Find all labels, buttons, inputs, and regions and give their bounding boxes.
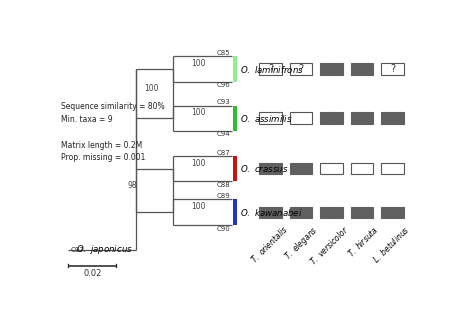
Text: C89: C89 [216,193,230,199]
Text: $\it{T.\ orientalis}$: $\it{T.\ orientalis}$ [248,223,290,265]
Text: C96: C96 [216,82,230,88]
Bar [290,113,312,124]
Text: ?: ? [390,64,395,74]
Bar [381,163,404,174]
Bar [259,113,282,124]
Text: 100: 100 [191,59,206,68]
Text: C85: C85 [217,50,230,56]
Bar [290,163,312,174]
Text: $\it{O.\ crassus}$: $\it{O.\ crassus}$ [240,163,289,174]
Bar [351,63,374,75]
Text: $\it{T.\ hirsuta}$: $\it{T.\ hirsuta}$ [346,223,381,259]
Bar [351,207,374,218]
Text: C87: C87 [216,150,230,156]
Bar [233,56,237,81]
Text: 100: 100 [191,159,206,168]
Bar [320,207,343,218]
Bar [233,156,237,181]
Text: C93: C93 [216,99,230,105]
Text: $\it{L.\ betulinus}$: $\it{L.\ betulinus}$ [370,223,411,265]
Bar [259,207,282,218]
Bar [290,207,312,218]
Text: C97: C97 [70,247,84,253]
Text: C94: C94 [217,131,230,137]
Text: $\it{O.\ laminifrons}$: $\it{O.\ laminifrons}$ [240,63,304,75]
Text: C90: C90 [216,226,230,232]
Bar [320,163,343,174]
Bar [259,163,282,174]
Bar [381,207,404,218]
Bar [233,199,237,225]
Text: 100: 100 [191,108,206,117]
Bar [259,63,282,75]
Bar [320,63,343,75]
Bar [381,63,404,75]
Text: ?: ? [299,64,303,74]
Bar [381,113,404,124]
Bar [290,63,312,75]
Text: $\it{O.\ assimilis}$: $\it{O.\ assimilis}$ [240,113,293,124]
Text: $\it{O.\ japonicus}$: $\it{O.\ japonicus}$ [76,243,133,256]
Bar [320,113,343,124]
Bar [233,106,237,131]
Text: $\it{T.\ versicolor}$: $\it{T.\ versicolor}$ [307,223,351,267]
Text: 98: 98 [128,180,137,189]
Text: 100: 100 [191,202,206,211]
Text: 100: 100 [144,84,158,93]
Text: 0.02: 0.02 [83,269,101,278]
Bar [351,163,374,174]
Text: C88: C88 [216,182,230,188]
Text: ?: ? [268,64,273,74]
Text: Sequence similarity = 80%
Min. taxa = 9

Matrix length = 0.2M
Prop. missing = 0.: Sequence similarity = 80% Min. taxa = 9 … [61,102,164,162]
Text: $\it{T.\ elegans}$: $\it{T.\ elegans}$ [282,223,321,263]
Text: $\it{O.\ kawanabei}$: $\it{O.\ kawanabei}$ [240,207,303,218]
Bar [351,113,374,124]
